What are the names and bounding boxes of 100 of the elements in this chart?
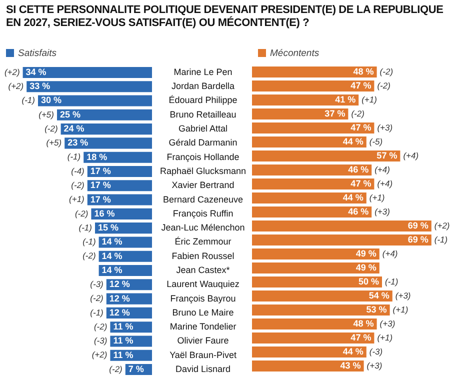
annotation: (+3): [374, 206, 390, 216]
data-label: 53 %: [366, 304, 387, 314]
data-label: 23 %: [68, 138, 88, 148]
annotation: (-1): [385, 276, 398, 286]
data-label: 44 %: [342, 346, 364, 356]
y-tick-label: Marine Le Pen: [174, 66, 232, 77]
data-label: 11 %: [113, 322, 134, 332]
annotation: (-1): [22, 95, 36, 106]
data-label: 18 %: [86, 152, 108, 162]
data-label: 69 %: [408, 220, 428, 230]
bar: [252, 108, 348, 120]
data-label: 25 %: [60, 109, 81, 120]
annotation: (-2): [74, 208, 88, 218]
bar: [87, 194, 152, 206]
annotation: (-1): [82, 236, 96, 247]
data-label: 34 %: [26, 66, 46, 77]
data-label: 37 %: [324, 108, 346, 118]
data-label: 11 %: [113, 336, 134, 346]
bar: [252, 206, 372, 218]
data-label: 12 %: [109, 293, 130, 304]
annotation: (+3): [395, 290, 411, 300]
data-label: 12 %: [109, 279, 130, 290]
annotation: (+1): [369, 192, 385, 202]
annotation: (+5): [38, 109, 54, 120]
y-tick-label: Jean Castex*: [176, 264, 230, 275]
y-tick-label: Éric Zemmour: [174, 236, 232, 247]
bar: [252, 80, 374, 92]
bar: [60, 124, 152, 135]
annotation: (-3): [94, 336, 108, 346]
bar: [252, 346, 366, 358]
bar: [252, 332, 374, 344]
bar: [38, 95, 152, 106]
data-label: 48 %: [353, 66, 374, 76]
y-tick-label: Gérald Darmanin: [168, 138, 238, 148]
annotation: (+4): [377, 178, 393, 188]
data-label: 7 %: [128, 364, 144, 374]
data-label: 14 %: [102, 236, 122, 247]
data-label: 49 %: [356, 262, 376, 272]
annotation: (+3): [380, 318, 396, 328]
data-label: 43 %: [340, 360, 361, 370]
bar: [252, 164, 372, 176]
bar: [252, 220, 432, 232]
data-label: 11 %: [113, 350, 134, 360]
y-tick-label: François Hollande: [166, 152, 240, 162]
annotation: (-3): [369, 346, 383, 356]
data-label: 16 %: [94, 208, 115, 218]
annotation: (-3): [90, 279, 104, 290]
annotation: (-2): [351, 108, 365, 118]
data-label: 30 %: [41, 95, 62, 106]
annotation: (-2): [90, 293, 104, 304]
bar: [84, 152, 152, 163]
annotation: (-1): [78, 222, 92, 232]
annotation: (+1): [69, 194, 85, 204]
y-tick-label: Fabien Roussel: [172, 250, 234, 261]
y-tick-label: Bruno Le Maire: [172, 307, 234, 318]
data-label: 48 %: [353, 318, 374, 328]
bar: [252, 290, 392, 302]
bar: [26, 81, 152, 92]
annotation: (-2): [94, 321, 108, 332]
annotation: (-2): [82, 250, 96, 261]
data-label: 15 %: [98, 222, 119, 233]
y-tick-label: Gabriel Attal: [178, 124, 228, 134]
y-tick-label: Xavier Bertrand: [172, 180, 234, 190]
data-label: 41 %: [335, 94, 356, 104]
data-label: 49 %: [356, 248, 376, 258]
annotation: (-1): [90, 307, 104, 318]
y-tick-label: Yaël Braun-Pivet: [170, 350, 237, 360]
annotation: (-4): [71, 166, 85, 176]
data-label: 47 %: [350, 332, 372, 342]
bar: [22, 66, 152, 78]
bar: [252, 192, 366, 204]
y-tick-label: Jordan Bardella: [172, 81, 235, 92]
data-label: 44 %: [342, 136, 364, 146]
bar: [252, 136, 366, 148]
annotation: (-2): [44, 123, 58, 134]
data-label: 24 %: [64, 124, 84, 134]
annotation: (+4): [374, 164, 390, 174]
annotation: (-1): [434, 234, 448, 244]
y-tick-label: François Ruffin: [172, 208, 234, 218]
y-tick-label: Raphaël Glucksmann: [160, 166, 246, 176]
y-tick-label: David Lisnard: [176, 364, 231, 374]
annotation: (+2): [434, 220, 450, 230]
data-label: 54 %: [368, 290, 390, 300]
annotation: (-2): [109, 364, 123, 374]
annotation: (+3): [377, 122, 393, 132]
annotation: (+2): [92, 350, 108, 360]
bar: [57, 109, 152, 120]
legend-label: Mécontents: [270, 48, 320, 58]
y-tick-label: Bruno Retailleau: [170, 109, 236, 120]
bar: [252, 360, 364, 372]
bar: [252, 66, 377, 78]
annotation: (+1): [377, 332, 393, 342]
annotation: (-1): [67, 152, 81, 162]
y-tick-label: Édouard Philippe: [168, 95, 238, 106]
annotation: (+1): [392, 304, 408, 314]
annotation: (-5): [369, 136, 383, 146]
data-label: 47 %: [350, 122, 372, 132]
legend-label: Satisfaits: [18, 48, 57, 58]
y-tick-label: Olivier Faure: [177, 336, 229, 346]
data-label: 17 %: [90, 180, 111, 190]
